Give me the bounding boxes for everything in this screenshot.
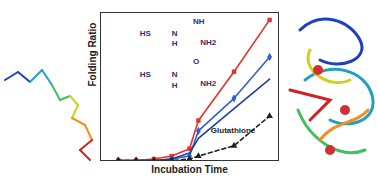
svg-text:NH2: NH2: [200, 79, 217, 88]
svg-text:N: N: [172, 70, 178, 79]
svg-text:Folding Ratio: Folding Ratio: [87, 23, 98, 87]
svg-text:Glutathione: Glutathione: [211, 126, 256, 135]
svg-text:H: H: [172, 81, 178, 90]
svg-text:NH: NH: [193, 17, 205, 26]
svg-text:H: H: [172, 39, 178, 48]
svg-text:HS: HS: [140, 70, 152, 79]
svg-text:HS: HS: [140, 29, 152, 38]
svg-text:N: N: [172, 29, 178, 38]
svg-text:Incubation Time: Incubation Time: [151, 164, 228, 175]
svg-text:NH2: NH2: [200, 38, 217, 47]
svg-text:O: O: [193, 57, 199, 66]
